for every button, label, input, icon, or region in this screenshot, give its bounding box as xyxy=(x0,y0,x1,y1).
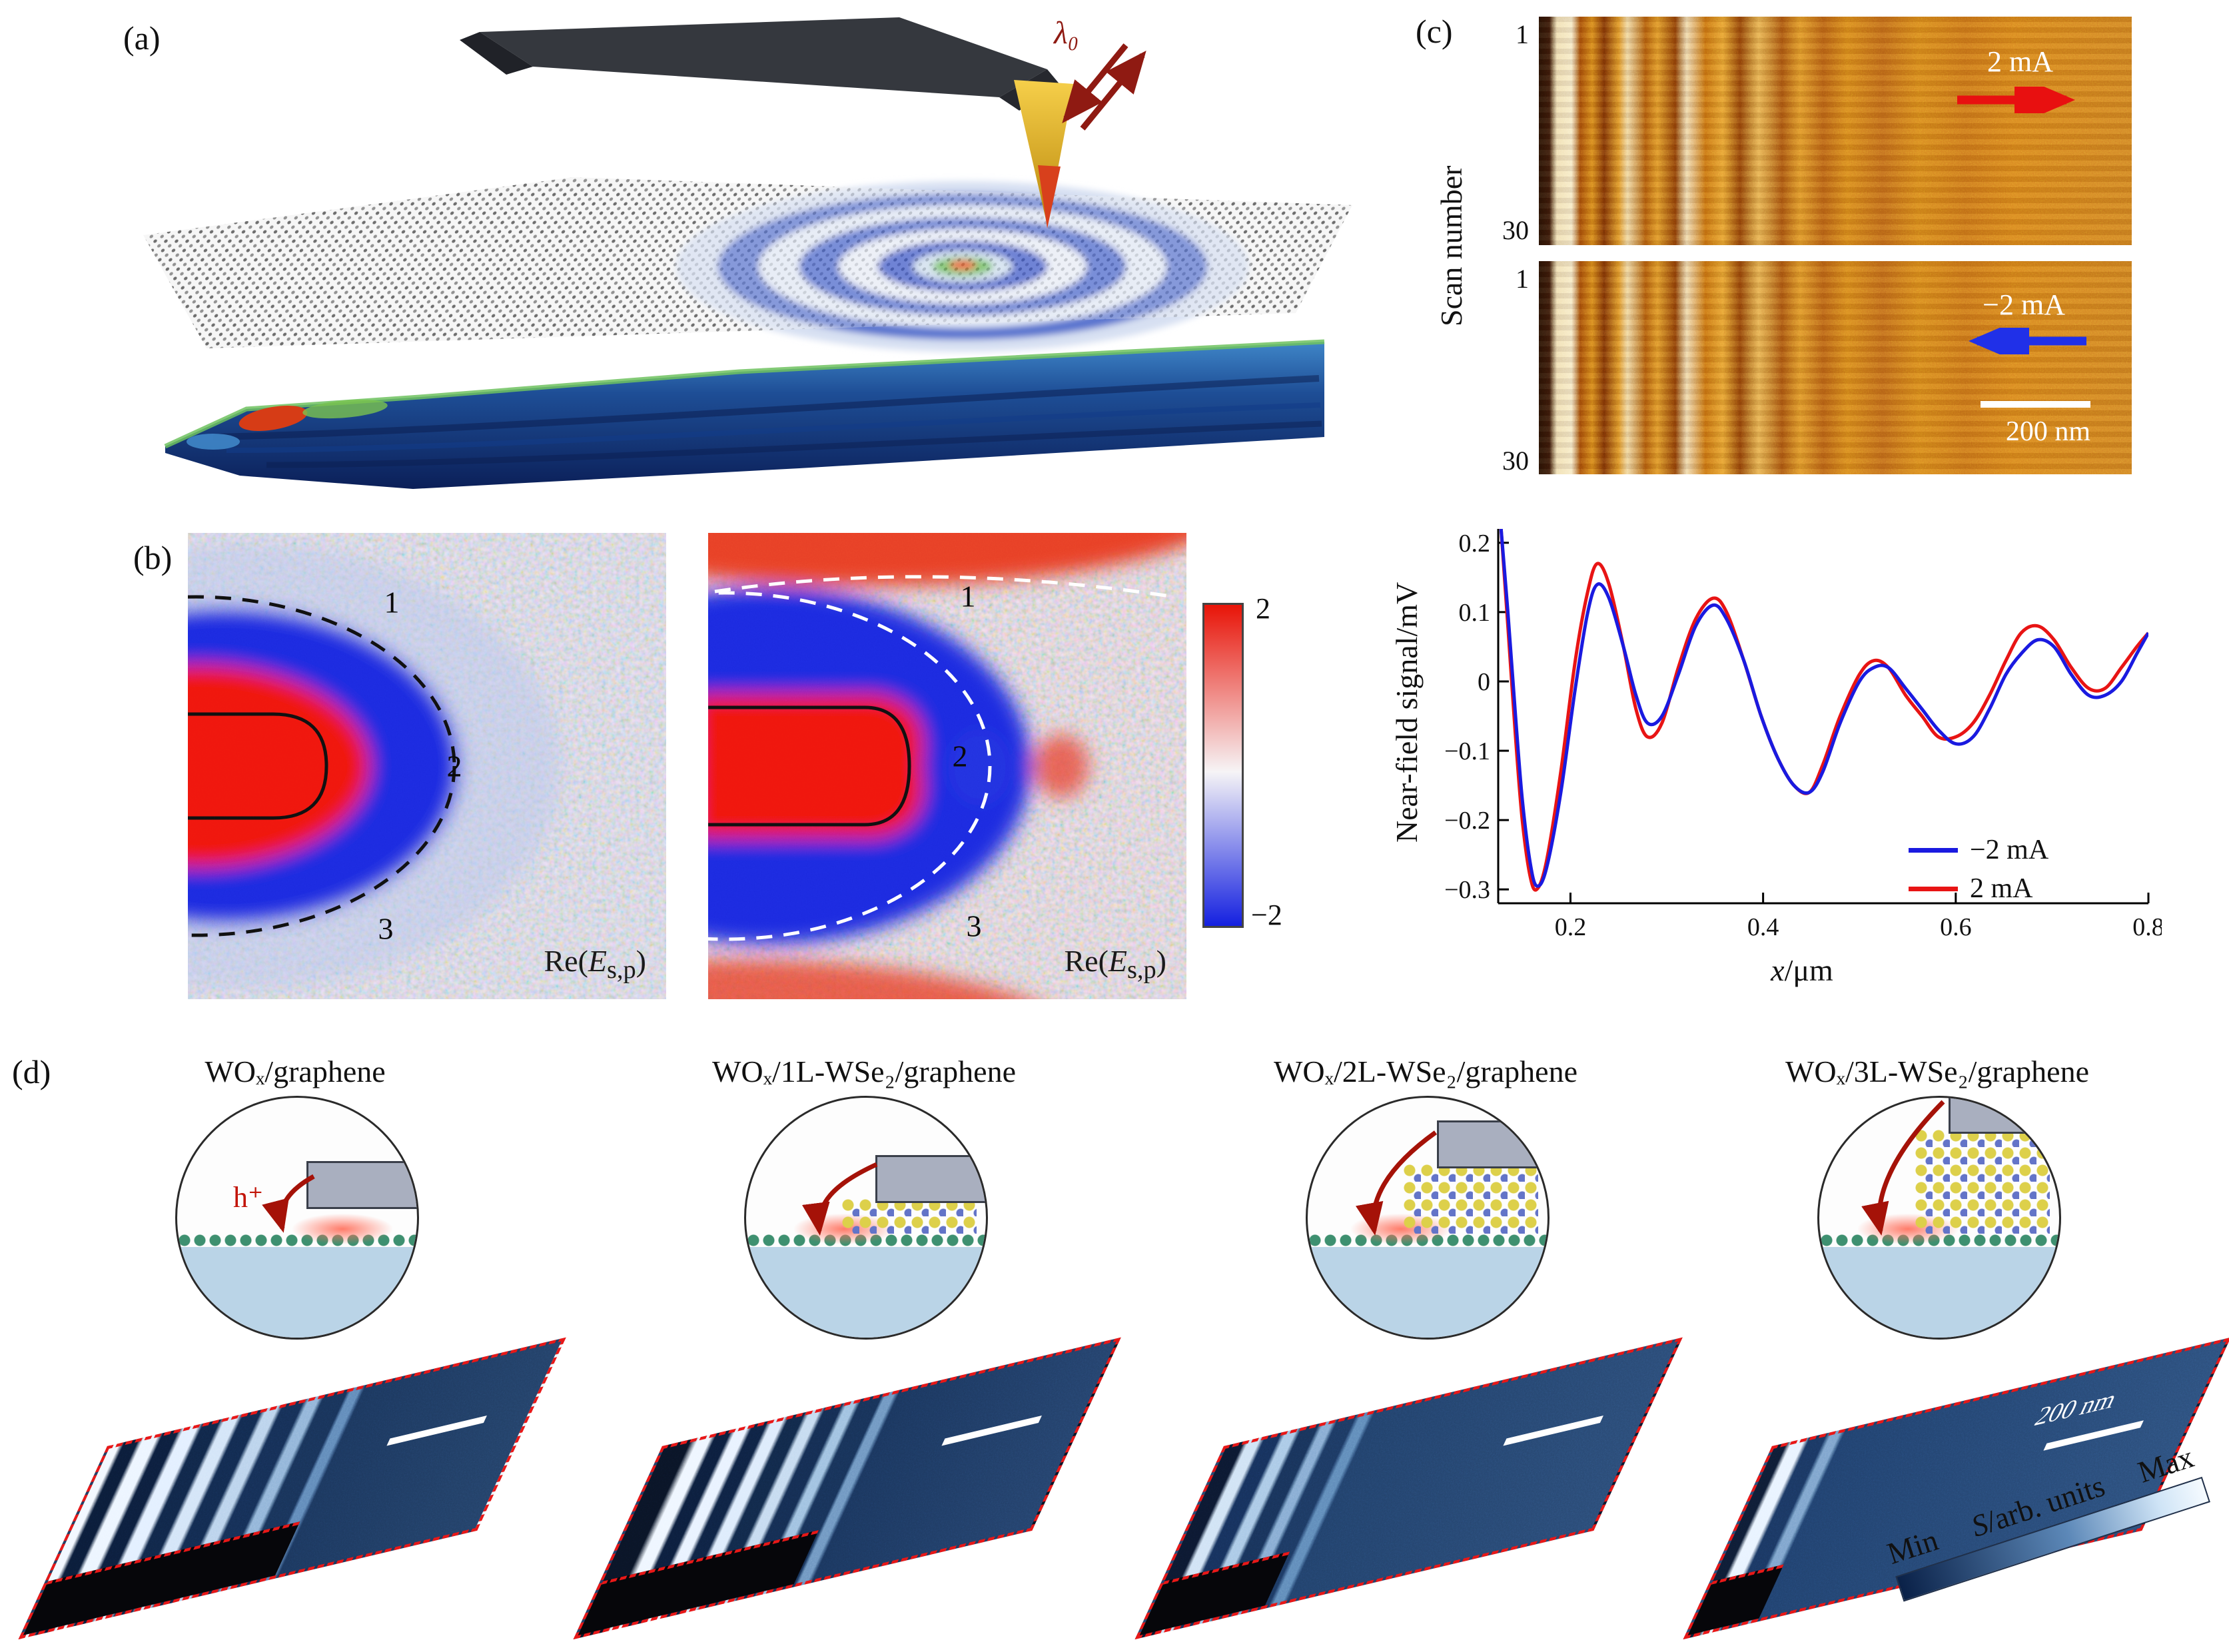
x-tick-label: 0.4 xyxy=(1747,913,1779,941)
light-arrows xyxy=(1062,43,1146,131)
heterostructure-inset-2 xyxy=(744,1096,988,1340)
b-colorbar-max: 2 xyxy=(1256,592,1270,625)
panel-c-label: (c) xyxy=(1416,13,1453,50)
current-direction-arrow-left xyxy=(1969,328,2086,354)
column-title-4: WOₓ/3L-WSe₂/graphene xyxy=(1785,1054,2089,1088)
hole-label: h⁺ xyxy=(233,1181,264,1214)
wse2-2L-lattice xyxy=(1404,1164,1538,1234)
chart-legend: −2 mA 2 mA xyxy=(1909,827,2048,911)
bare-substrate-zone xyxy=(576,1529,819,1637)
wse2-1L-lattice xyxy=(842,1199,977,1234)
legend-line-red xyxy=(1909,886,1958,891)
panel-d-label: (d) xyxy=(12,1053,51,1090)
scan1-tick-bottom: 30 xyxy=(1502,215,1529,245)
graphene-sheet xyxy=(143,177,1352,352)
bare-substrate-zone xyxy=(1137,1551,1290,1637)
y-tick-label: −0.2 xyxy=(1444,807,1490,835)
scan2-tick-top: 1 xyxy=(1516,264,1529,294)
heterostructure-inset-3 xyxy=(1306,1096,1550,1340)
tip-block xyxy=(1949,1098,2059,1134)
wavelength-label: λ₀ xyxy=(1054,15,1079,51)
legend-line-blue xyxy=(1909,847,1958,853)
substrate xyxy=(746,1247,986,1338)
x-axis-label: x/μm xyxy=(1771,953,1833,987)
tip-block xyxy=(306,1161,417,1209)
x-tick-label: 0.8 xyxy=(2132,913,2162,941)
forward-current-scan-image: 2 mA xyxy=(1539,17,2132,245)
b-colorbar-min: −2 xyxy=(1251,899,1282,931)
scan-scale-bar xyxy=(1981,401,2090,408)
hole-transfer-arrow xyxy=(262,1174,315,1233)
x-tick-label: 0.6 xyxy=(1940,913,1972,941)
hole-injection-glow xyxy=(292,1214,392,1244)
bare-substrate-zone xyxy=(1685,1564,1784,1637)
panel-b-label: (b) xyxy=(133,539,173,576)
column-title-1: WOₓ/graphene xyxy=(205,1054,386,1088)
y-tick-label: 0.1 xyxy=(1459,599,1491,627)
scan-scale-bar-label: 200 nm xyxy=(2005,416,2090,447)
scan1-tick-top: 1 xyxy=(1516,19,1529,49)
scan2-tick-bottom: 30 xyxy=(1502,446,1529,476)
hole-transfer-arrow xyxy=(801,1162,878,1236)
nearfield-map-2: 1 2 3 Re(Es,p) xyxy=(708,533,1186,999)
nearfield-strip-2 xyxy=(573,1337,1128,1639)
contour-label-2: 2 xyxy=(446,749,462,783)
field-caption: Re(Es,p) xyxy=(544,943,646,984)
topography-strip xyxy=(164,339,1325,489)
y-tick-label: 0 xyxy=(1478,668,1490,696)
y-tick-label: 0.2 xyxy=(1459,530,1491,558)
y-tick-label: −0.1 xyxy=(1444,737,1490,765)
substrate xyxy=(177,1247,417,1338)
x-tick-label: 0.2 xyxy=(1555,913,1587,941)
legend-label: 2 mA xyxy=(1970,873,2033,904)
wse2-3L-lattice xyxy=(1915,1130,2050,1234)
contour-label-1: 1 xyxy=(960,579,976,614)
field-caption: Re(Es,p) xyxy=(1064,943,1166,984)
substrate xyxy=(1819,1247,2059,1338)
y-tick-label: −0.3 xyxy=(1444,876,1490,904)
chart-curve-−2 mA xyxy=(1499,529,2148,888)
strip-scale-bar-label: 200 nm xyxy=(2030,1383,2122,1432)
bare-substrate-zone xyxy=(21,1521,300,1637)
scan-number-axis-label: Scan number xyxy=(1434,165,1468,326)
afm-tip-cone xyxy=(1014,80,1074,228)
strip-scale-bar xyxy=(386,1415,487,1446)
strip-scale-bar xyxy=(941,1415,1042,1446)
hole-transfer-arrow xyxy=(1861,1100,1945,1236)
afm-cantilever xyxy=(460,17,1061,111)
current-direction-arrow-right xyxy=(1957,87,2075,113)
snom-setup-illustration xyxy=(143,17,1352,489)
legend-entry-pos2mA: 2 mA xyxy=(1909,873,2048,905)
heterostructure-inset-1: h⁺ xyxy=(175,1096,419,1340)
nearfield-map-1: 1 2 3 Re(Es,p) xyxy=(188,533,666,999)
reverse-current-scan-image: −2 mA 200 nm xyxy=(1539,261,2132,474)
nearfield-line-chart: 0.2 0.1 0 −0.1 −0.2 −0.3 0.2 0.4 0.6 0.8 xyxy=(1442,521,2164,947)
nearfield-map-2-art xyxy=(708,533,1186,999)
contour-label-3: 3 xyxy=(378,911,394,946)
column-title-3: WOₓ/2L-WSe₂/graphene xyxy=(1274,1054,1577,1088)
nearfield-strip-1 xyxy=(18,1337,574,1639)
column-title-2: WOₓ/1L-WSe₂/graphene xyxy=(712,1054,1016,1088)
chart-canvas: 0.2 0.1 0 −0.1 −0.2 −0.3 0.2 0.4 0.6 0.8 xyxy=(1444,529,2164,941)
panel-a-label: (a) xyxy=(123,19,161,57)
tip-block xyxy=(875,1155,986,1203)
heterostructure-inset-4 xyxy=(1817,1096,2061,1340)
legend-label: −2 mA xyxy=(1970,835,2049,865)
tip-block xyxy=(1437,1120,1548,1168)
nearfield-strip-3 xyxy=(1134,1337,1690,1639)
nearfield-signal-axis-label: Near-field signal/mV xyxy=(1390,582,1424,843)
hole-transfer-arrow xyxy=(1356,1130,1438,1236)
legend-entry-neg2mA: −2 mA xyxy=(1909,834,2048,866)
contour-label-2: 2 xyxy=(952,739,968,773)
b-colorbar xyxy=(1202,603,1244,928)
current-label-positive: 2 mA xyxy=(1987,45,2053,78)
contour-label-1: 1 xyxy=(384,585,400,620)
strip-scale-bar xyxy=(1503,1415,1603,1446)
current-label-negative: −2 mA xyxy=(1983,288,2065,321)
contour-label-3: 3 xyxy=(966,909,982,943)
substrate xyxy=(1308,1247,1548,1338)
nearfield-map-1-art xyxy=(188,533,666,999)
